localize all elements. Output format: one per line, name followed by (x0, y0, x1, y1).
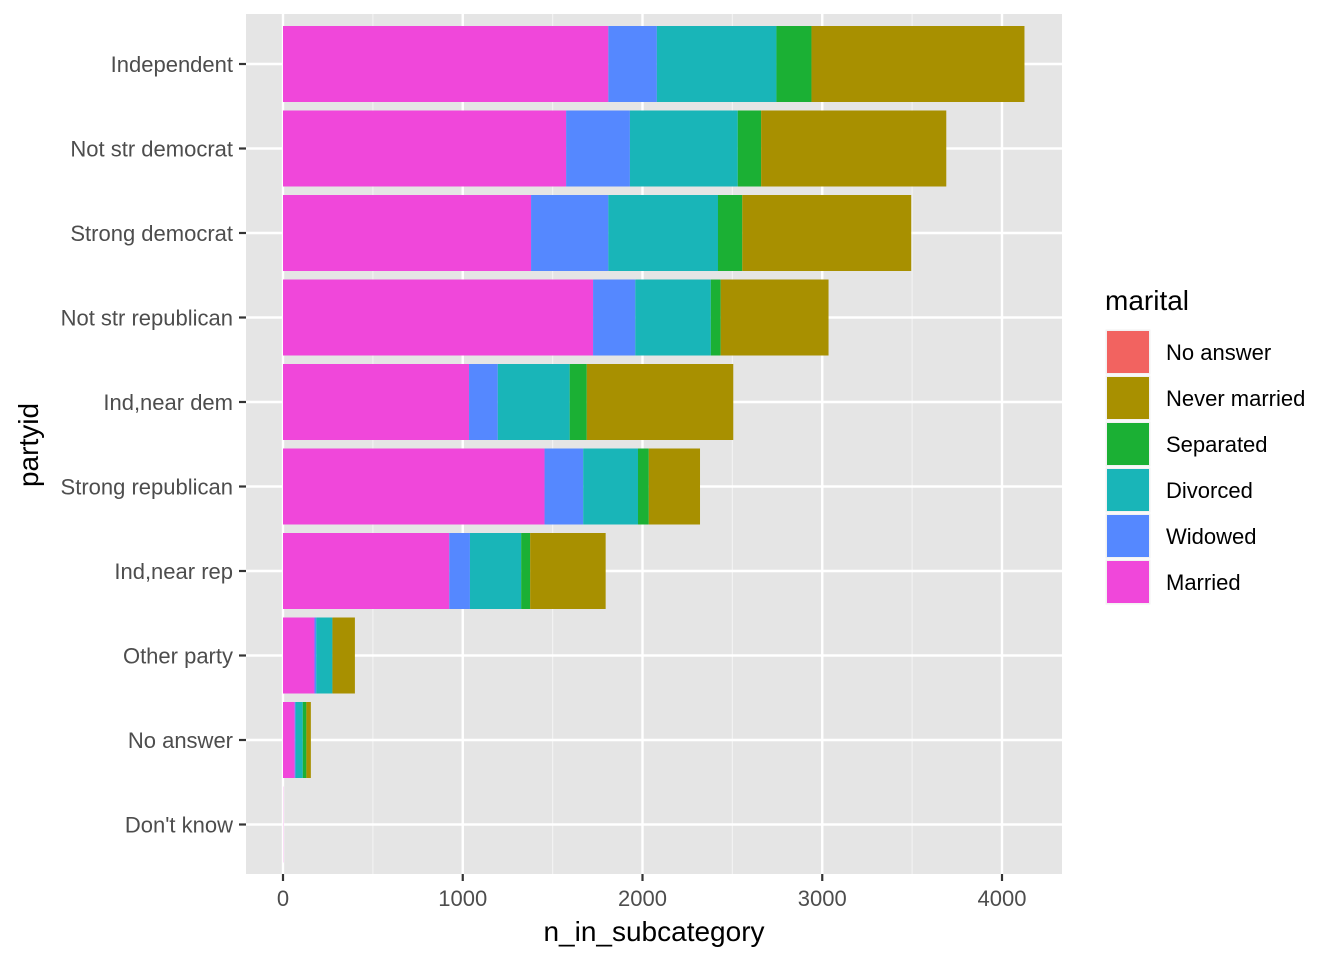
bar-segment (449, 533, 470, 609)
bar-segment (569, 364, 587, 440)
bar-segment (469, 364, 498, 440)
bar-segment (761, 110, 947, 187)
bar-segment (314, 617, 317, 694)
bar-segment (497, 364, 570, 440)
legend: marital No answer Never married Separated D… (1105, 285, 1305, 605)
legend-label: Divorced (1166, 478, 1253, 503)
x-axis-title: n_in_subcategory (543, 916, 764, 947)
y-tick-label: Other party (123, 644, 233, 669)
bar-segment (737, 110, 762, 187)
y-tick-label: No answer (128, 728, 233, 753)
bar-segment (283, 26, 609, 102)
legend-key (1107, 561, 1149, 603)
bar-segment (720, 279, 829, 356)
legend-key (1107, 331, 1149, 373)
bar-segment (566, 110, 630, 187)
bar-segment (629, 110, 738, 187)
bar-segment (316, 617, 333, 694)
legend-label: Married (1166, 570, 1241, 595)
x-axis: 0 1000 2000 3000 4000 (277, 874, 1027, 911)
legend-label: Separated (1166, 432, 1268, 457)
y-axis: Independent Not str democrat Strong democr… (61, 52, 246, 838)
bar-segment (469, 533, 522, 609)
bar-segment (306, 702, 311, 778)
legend-key (1107, 515, 1149, 557)
y-tick-label: Strong democrat (70, 221, 233, 246)
legend-key (1107, 469, 1149, 511)
bar-segment (530, 533, 606, 609)
bar-segment (717, 195, 743, 271)
bar-segment (742, 195, 912, 271)
legend-label: No answer (1166, 340, 1271, 365)
x-tick-label: 2000 (618, 886, 667, 911)
legend-key (1107, 377, 1149, 419)
bar-segment (811, 26, 1025, 102)
bar-segment (283, 533, 450, 609)
bar-segment (608, 195, 718, 271)
legend-label: Never married (1166, 386, 1305, 411)
bar-segment (521, 533, 531, 609)
legend-title: marital (1105, 285, 1189, 316)
bar-segment (583, 448, 639, 525)
bar-segment (283, 279, 594, 356)
bar-segment (593, 279, 636, 356)
legend-label: Widowed (1166, 524, 1256, 549)
bar-segment (294, 702, 296, 778)
bar-segment (283, 364, 470, 440)
y-tick-label: Strong republican (61, 475, 233, 500)
bar-segment (302, 702, 307, 778)
bars (283, 26, 1025, 863)
bar-segment (710, 279, 721, 356)
bar-segment (586, 364, 734, 440)
x-tick-label: 4000 (978, 886, 1027, 911)
y-tick-label: Ind,near rep (114, 559, 233, 584)
x-tick-label: 1000 (438, 886, 487, 911)
bar-segment (295, 702, 303, 778)
bar-segment (648, 448, 701, 525)
y-axis-title: partyid (13, 403, 44, 487)
x-tick-label: 3000 (798, 886, 847, 911)
y-tick-label: Not str republican (61, 306, 233, 331)
bar-segment (283, 110, 567, 187)
bar-segment (635, 279, 711, 356)
bar-segment (283, 702, 295, 778)
y-tick-label: Ind,near dem (103, 390, 233, 415)
bar-segment (656, 26, 777, 102)
bar-segment (283, 195, 532, 271)
x-tick-label: 0 (277, 886, 289, 911)
y-tick-label: Independent (111, 52, 233, 77)
y-tick-label: Don't know (125, 813, 233, 838)
bar-segment (544, 448, 584, 525)
bar-segment (332, 617, 355, 694)
bar-segment (638, 448, 649, 525)
bar-segment (776, 26, 812, 102)
bar-segment (283, 617, 315, 694)
bar-segment (608, 26, 657, 102)
bar-segment (531, 195, 609, 271)
y-tick-label: Not str democrat (70, 137, 233, 162)
bar-segment (283, 448, 545, 525)
legend-key (1107, 423, 1149, 465)
